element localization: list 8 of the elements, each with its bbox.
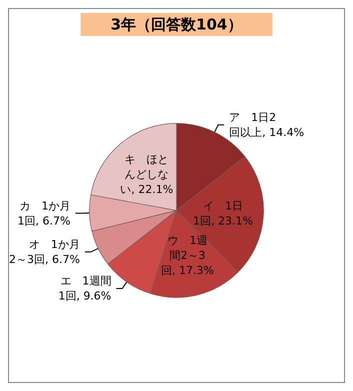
slice-label: イ 1日1回, 23.1% bbox=[192, 199, 253, 228]
slice-label: ウ 1週間2～3回, 17.3% bbox=[161, 234, 214, 278]
chart-title: 3年（回答数104） bbox=[110, 16, 242, 34]
slice-label: エ 1週間1回, 9.6% bbox=[58, 274, 112, 303]
slice-label: ア 1日2回以上, 14.4% bbox=[229, 110, 304, 139]
slice-label: カ 1か月1回, 6.7% bbox=[18, 199, 70, 228]
slice-label: オ 1か月2～3回, 6.7% bbox=[8, 238, 80, 266]
slice-label: キ ほとんどしない, 22.1% bbox=[120, 153, 174, 196]
